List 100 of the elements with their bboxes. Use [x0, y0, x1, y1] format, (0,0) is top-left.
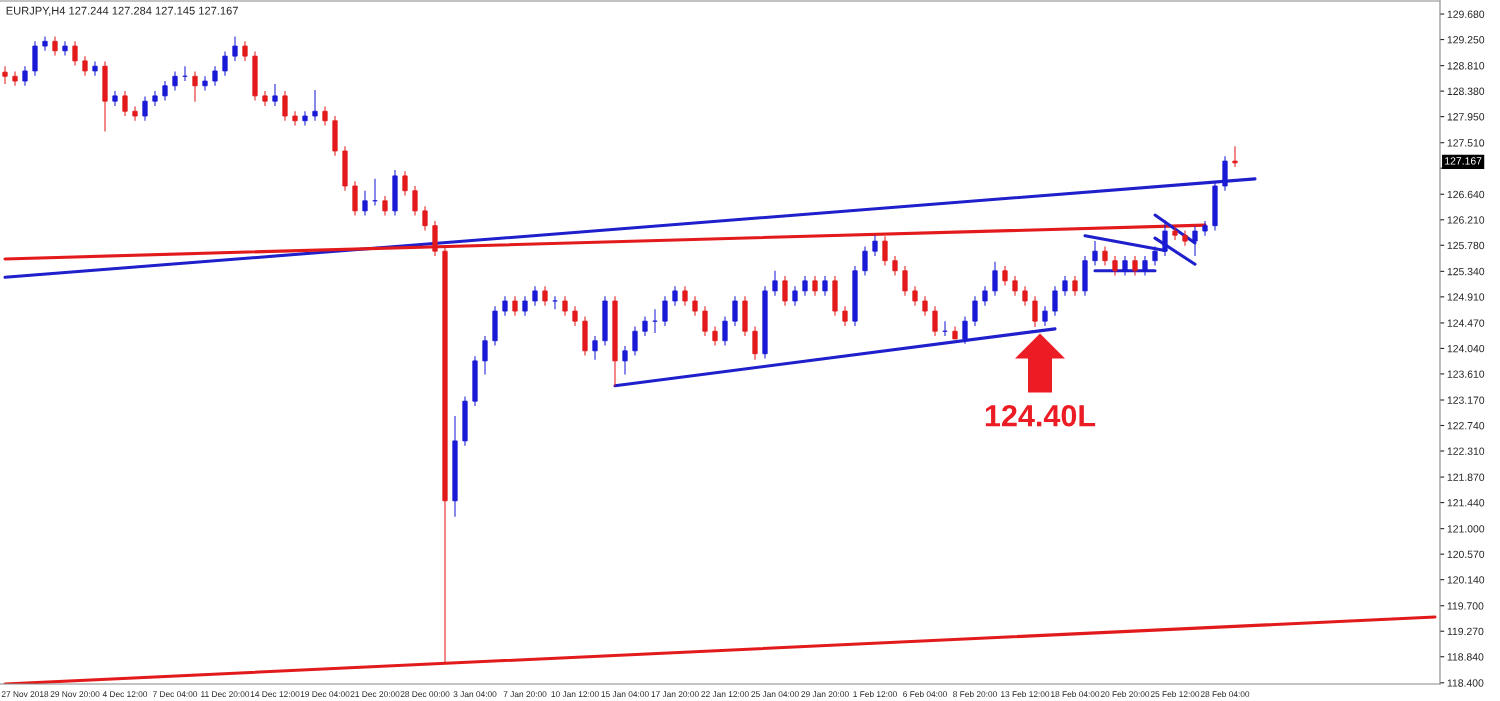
candlestick — [502, 295, 508, 317]
candlestick — [172, 70, 178, 92]
candlestick — [1102, 245, 1108, 267]
candlestick — [1092, 240, 1098, 267]
y-tick-label: 127.950 — [1447, 113, 1485, 121]
y-tick-label: 118.400 — [1447, 679, 1484, 687]
candlestick — [322, 105, 328, 127]
candlestick — [592, 335, 598, 361]
candlestick — [712, 325, 718, 347]
candlestick — [632, 325, 638, 357]
x-tick-label: 17 Jan 20:00 — [651, 691, 699, 698]
candlestick — [1232, 145, 1238, 168]
x-tick-label: 20 Feb 20:00 — [1100, 690, 1150, 698]
candlestick — [782, 275, 788, 307]
candlestick — [972, 295, 978, 327]
candlestick — [282, 90, 288, 122]
x-tick-label: 11 Dec 20:00 — [201, 691, 250, 698]
candlestick — [1072, 275, 1078, 297]
candlestick — [812, 275, 818, 297]
x-tick-label: 7 Jan 20:00 — [503, 691, 547, 698]
candlestick — [842, 305, 848, 327]
candlestick — [822, 275, 828, 297]
x-tick-label: 4 Dec 12:00 — [102, 691, 148, 698]
candlestick — [532, 285, 538, 307]
y-tick-label: 124.040 — [1447, 344, 1485, 353]
candlestick — [402, 170, 408, 197]
candlestick — [642, 315, 648, 337]
y-tick-label: 129.250 — [1447, 36, 1485, 44]
x-tick-label: 10 Jan 12:00 — [551, 691, 599, 698]
candlestick — [1022, 285, 1028, 307]
candlestick — [382, 195, 388, 217]
y-tick-label: 128.810 — [1447, 62, 1485, 70]
y-tick-label: 124.910 — [1447, 293, 1485, 301]
y-tick-label: 127.510 — [1447, 139, 1485, 147]
y-tick-label: 118.840 — [1447, 653, 1484, 661]
candlestick — [772, 270, 778, 297]
y-tick-label: 121.870 — [1447, 473, 1485, 481]
x-tick-label: 29 Nov 20:00 — [50, 691, 100, 698]
y-tick-label: 126.640 — [1447, 190, 1485, 199]
candlestick — [72, 40, 78, 67]
x-tick-label: 7 Dec 04:00 — [152, 691, 198, 698]
x-tick-label: 25 Jan 04:00 — [751, 691, 799, 698]
candlestick — [2, 65, 8, 85]
candlestick — [622, 345, 628, 376]
x-tick-label: 27 Nov 2018 — [1, 691, 49, 698]
candlestick — [422, 205, 428, 232]
chart-title: EURJPY,H4 127.244 127.284 127.145 127.167 — [6, 6, 238, 16]
candlestick — [552, 295, 558, 310]
candlestick — [662, 295, 668, 327]
candlestick — [162, 80, 168, 102]
candlestick — [242, 40, 248, 62]
candlestick — [1062, 275, 1068, 297]
candlestick — [942, 320, 948, 337]
candlestick — [512, 295, 518, 317]
y-tick-label: 124.470 — [1447, 319, 1485, 327]
y-tick-label: 123.170 — [1447, 396, 1485, 404]
candlestick — [82, 55, 88, 77]
candlestick — [222, 50, 228, 77]
candlestick — [692, 295, 698, 317]
candlestick — [52, 35, 58, 57]
y-tick-label: 121.000 — [1447, 525, 1485, 533]
candlestick — [862, 245, 868, 277]
x-tick-label: 19 Dec 04:00 — [300, 691, 350, 698]
x-tick-label: 22 Jan 12:00 — [701, 691, 749, 698]
x-tick-label: 28 Dec 00:00 — [400, 691, 450, 698]
x-tick-label: 14 Dec 12:00 — [250, 691, 300, 698]
candlestick — [1052, 285, 1058, 317]
candlestick — [1132, 255, 1138, 277]
candlestick — [682, 285, 688, 307]
candlestick — [1042, 305, 1048, 327]
candlestick — [232, 35, 238, 62]
y-tick-label: 126.210 — [1447, 216, 1485, 224]
candlestick — [302, 110, 308, 127]
candlestick — [192, 70, 198, 103]
candlestick — [992, 261, 998, 297]
x-tick-label: 28 Feb 04:00 — [1200, 690, 1250, 698]
x-tick-label: 8 Feb 20:00 — [953, 690, 997, 698]
candlestick — [482, 335, 488, 376]
candlestick — [212, 65, 218, 87]
candlestick — [892, 255, 898, 277]
y-tick-label: 125.340 — [1447, 267, 1485, 276]
x-tick-label: 13 Feb 12:00 — [1001, 690, 1050, 698]
candlestick — [802, 275, 808, 297]
candlestick — [932, 305, 938, 337]
x-tick-label: 21 Dec 20:00 — [350, 691, 400, 698]
candlestick — [362, 190, 368, 217]
candlestick — [672, 285, 678, 307]
candlestick — [902, 265, 908, 297]
candlestick — [522, 295, 528, 317]
x-tick-label: 3 Jan 04:00 — [453, 691, 497, 698]
candlestick — [1112, 255, 1118, 277]
candlestick — [22, 65, 28, 87]
y-tick-label: 128.380 — [1447, 87, 1485, 95]
candlestick — [652, 308, 658, 334]
candlestick — [272, 83, 278, 107]
candlestick — [542, 285, 548, 307]
x-tick-label: 18 Feb 04:00 — [1051, 690, 1100, 698]
candlestick — [562, 295, 568, 317]
candlestick — [182, 65, 188, 82]
x-tick-label: 25 Feb 12:00 — [1150, 690, 1200, 698]
